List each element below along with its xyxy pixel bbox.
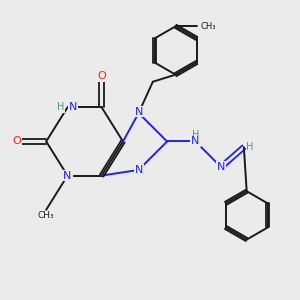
Text: CH₃: CH₃ (38, 211, 55, 220)
Text: CH₃: CH₃ (201, 22, 216, 31)
Text: N: N (134, 165, 143, 175)
Text: N: N (63, 171, 72, 181)
Text: H: H (246, 142, 254, 152)
Text: O: O (97, 71, 106, 81)
Text: N: N (191, 136, 200, 146)
Text: N: N (134, 106, 143, 117)
Text: H: H (192, 130, 199, 140)
Text: N: N (68, 102, 77, 112)
Text: O: O (12, 136, 21, 146)
Text: H: H (57, 102, 64, 112)
Text: N: N (217, 162, 225, 172)
